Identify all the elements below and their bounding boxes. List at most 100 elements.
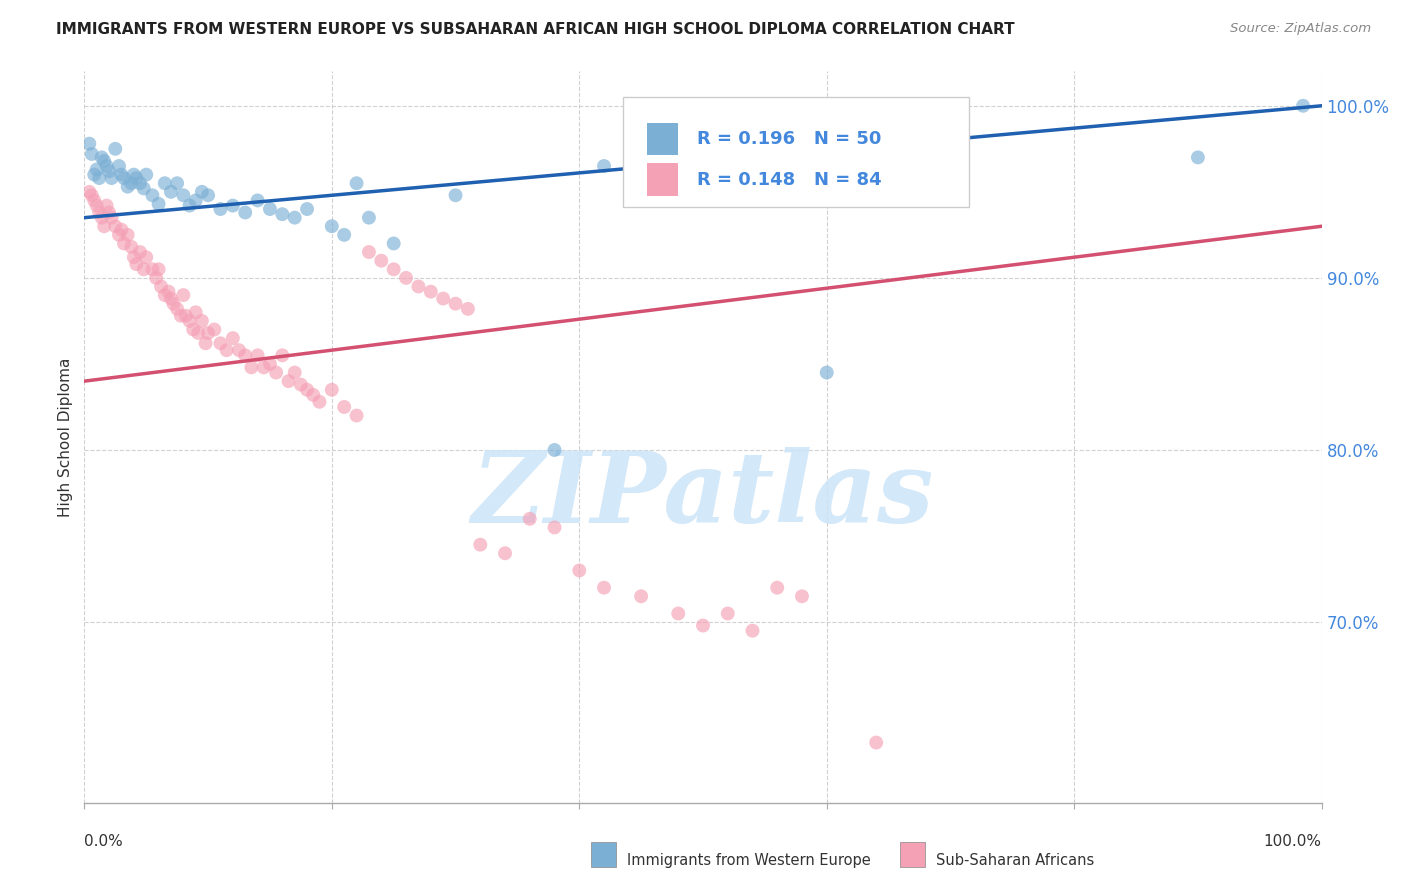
- Point: [80, 188, 103, 202]
- Point: [259, 202, 281, 216]
- Point: [1292, 99, 1315, 113]
- Point: [543, 520, 565, 534]
- Point: [148, 197, 170, 211]
- Point: [357, 245, 380, 260]
- Point: [96, 159, 118, 173]
- Text: Immigrants from Western Europe: Immigrants from Western Europe: [627, 853, 870, 868]
- Point: [191, 314, 214, 328]
- Point: [194, 336, 217, 351]
- Point: [150, 279, 173, 293]
- Text: 0.0%: 0.0%: [84, 834, 124, 849]
- Point: [457, 301, 479, 316]
- Point: [333, 400, 356, 414]
- Point: [197, 188, 219, 202]
- Point: [117, 227, 139, 242]
- Point: [321, 219, 343, 234]
- Point: [222, 331, 245, 345]
- Point: [395, 271, 418, 285]
- Point: [346, 409, 368, 423]
- Point: [90, 211, 112, 225]
- Bar: [647, 162, 678, 195]
- Point: [815, 366, 838, 380]
- Text: Source: ZipAtlas.com: Source: ZipAtlas.com: [1230, 22, 1371, 36]
- Point: [717, 607, 740, 621]
- Point: [519, 512, 541, 526]
- Point: [284, 211, 307, 225]
- Point: [135, 250, 157, 264]
- Point: [1187, 150, 1209, 164]
- Point: [302, 388, 325, 402]
- Point: [162, 296, 184, 310]
- Point: [197, 326, 219, 340]
- Point: [382, 262, 405, 277]
- Point: [264, 366, 287, 380]
- Point: [112, 236, 135, 251]
- Point: [145, 271, 167, 285]
- Point: [160, 185, 183, 199]
- Point: [346, 176, 368, 190]
- Point: [83, 168, 105, 182]
- Point: [179, 198, 201, 212]
- Point: [98, 164, 121, 178]
- Point: [93, 219, 115, 234]
- Text: R = 0.148   N = 84: R = 0.148 N = 84: [697, 170, 882, 188]
- Point: [157, 285, 180, 299]
- Point: [593, 159, 616, 173]
- Point: [170, 309, 193, 323]
- Point: [89, 205, 111, 219]
- Point: [100, 211, 122, 225]
- Point: [568, 564, 591, 578]
- Point: [543, 442, 565, 457]
- Point: [295, 383, 318, 397]
- Point: [104, 219, 127, 234]
- Point: [83, 194, 105, 208]
- Point: [125, 171, 148, 186]
- Point: [253, 360, 276, 375]
- Point: [100, 171, 122, 186]
- Point: [290, 377, 312, 392]
- Point: [271, 348, 294, 362]
- Point: [271, 207, 294, 221]
- Point: [129, 245, 152, 260]
- Text: R = 0.196   N = 50: R = 0.196 N = 50: [697, 129, 882, 148]
- Point: [233, 205, 256, 219]
- Point: [96, 198, 118, 212]
- Point: [419, 285, 441, 299]
- Y-axis label: High School Diploma: High School Diploma: [58, 358, 73, 516]
- Point: [141, 262, 163, 277]
- Point: [148, 262, 170, 277]
- Point: [692, 618, 714, 632]
- Point: [110, 168, 132, 182]
- Point: [153, 288, 176, 302]
- Point: [246, 348, 269, 362]
- Point: [174, 309, 197, 323]
- Point: [79, 185, 101, 199]
- Point: [184, 305, 207, 319]
- Point: [333, 227, 356, 242]
- Point: [79, 136, 101, 151]
- Point: [222, 198, 245, 212]
- Point: [494, 546, 516, 560]
- Point: [630, 589, 652, 603]
- Point: [89, 171, 111, 186]
- Point: [470, 538, 492, 552]
- Point: [259, 357, 281, 371]
- Point: [233, 348, 256, 362]
- Point: [184, 194, 207, 208]
- Point: [357, 211, 380, 225]
- Point: [166, 301, 188, 316]
- Point: [153, 176, 176, 190]
- Bar: [647, 122, 678, 155]
- Point: [172, 188, 194, 202]
- Text: 100.0%: 100.0%: [1264, 834, 1322, 849]
- Point: [90, 150, 112, 164]
- Point: [209, 336, 232, 351]
- Point: [93, 153, 115, 168]
- Point: [240, 360, 263, 375]
- Point: [120, 240, 142, 254]
- Text: IMMIGRANTS FROM WESTERN EUROPE VS SUBSAHARAN AFRICAN HIGH SCHOOL DIPLOMA CORRELA: IMMIGRANTS FROM WESTERN EUROPE VS SUBSAH…: [56, 22, 1015, 37]
- Point: [666, 607, 689, 621]
- Point: [444, 188, 467, 202]
- Point: [129, 176, 152, 190]
- Point: [166, 176, 188, 190]
